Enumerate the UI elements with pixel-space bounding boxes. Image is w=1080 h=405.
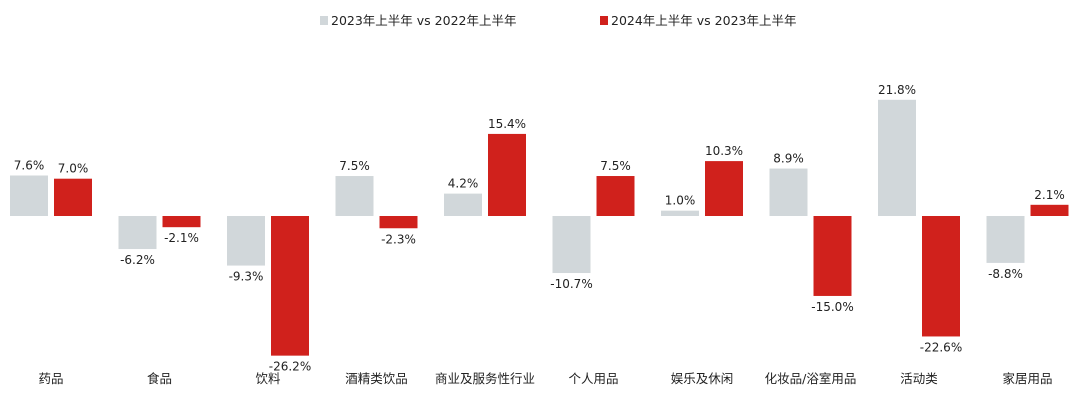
data-label-series-1-cat-2: -9.3%	[229, 270, 264, 284]
data-label-series-2-cat-2: -26.2%	[269, 360, 311, 374]
bar-series-2-cat-9	[1030, 204, 1069, 216]
data-label-series-2-cat-7: -15.0%	[811, 300, 853, 314]
data-label-series-1-cat-5: -10.7%	[550, 277, 592, 291]
data-label-series-1-cat-3: 7.5%	[339, 159, 370, 173]
legend-swatch-series-2	[600, 16, 608, 25]
bar-series-1-cat-1	[118, 216, 157, 250]
category-label-9: 家居用品	[1002, 371, 1052, 386]
data-label-series-2-cat-8: -22.6%	[920, 340, 962, 354]
chart-legend: 2023年上半年 vs 2022年上半年 2024年上半年 vs 2023年上半…	[320, 13, 796, 28]
bar-series-1-cat-2	[227, 216, 265, 266]
data-label-series-2-cat-9: 2.1%	[1034, 188, 1065, 202]
bar-series-1-cat-4	[444, 193, 482, 216]
bar-series-1-cat-5	[552, 216, 591, 274]
bar-series-1-cat-9	[986, 216, 1025, 263]
data-label-series-1-cat-0: 7.6%	[14, 158, 45, 172]
bar-series-1-cat-7	[769, 168, 808, 216]
data-label-series-1-cat-1: -6.2%	[120, 253, 155, 267]
bar-series-1-cat-0	[10, 175, 48, 216]
bar-series-2-cat-2	[271, 216, 309, 356]
data-label-series-2-cat-3: -2.3%	[381, 232, 416, 246]
data-label-series-2-cat-1: -2.1%	[164, 231, 199, 245]
bar-series-2-cat-1	[162, 216, 201, 228]
data-label-series-1-cat-9: -8.8%	[988, 267, 1023, 281]
data-label-series-1-cat-8: 21.8%	[878, 83, 916, 97]
value-labels: 7.6% 7.0% -6.2% -2.1% -9.3% -26.2% 7.5% -2.3% 4.…	[14, 83, 1065, 374]
data-label-series-2-cat-0: 7.0%	[58, 162, 89, 176]
data-label-series-2-cat-5: 7.5%	[600, 159, 631, 173]
category-label-4: 商业及服务性行业	[435, 371, 535, 386]
bar-series-2-cat-7	[813, 216, 852, 296]
category-label-3: 酒精类饮品	[345, 371, 408, 386]
category-label-8: 活动类	[900, 371, 938, 386]
category-labels: 药品 食品 饮料 酒精类饮品 商业及服务性行业 个人用品 娱乐及休闲 化妆品/浴室用品 活动类 家…	[38, 371, 1052, 386]
category-label-0: 药品	[38, 371, 63, 386]
category-label-7: 化妆品/浴室用品	[765, 371, 857, 386]
data-label-series-1-cat-4: 4.2%	[448, 177, 479, 191]
bar-series-2-cat-8	[922, 216, 960, 337]
bar-series-2-cat-4	[488, 133, 526, 216]
bar-series-2-cat-3	[379, 216, 418, 229]
category-label-5: 个人用品	[568, 371, 618, 386]
legend-label-series-2: 2024年上半年 vs 2023年上半年	[611, 13, 796, 28]
category-label-2: 饮料	[255, 371, 281, 386]
legend-swatch-series-1	[320, 16, 328, 25]
bar-series-2-cat-5	[596, 176, 635, 216]
bar-series-2-cat-0	[54, 178, 92, 216]
data-label-series-2-cat-4: 15.4%	[488, 117, 526, 131]
data-label-series-2-cat-6: 10.3%	[705, 144, 743, 158]
category-label-1: 食品	[147, 371, 172, 386]
bar-series-1-cat-3	[335, 176, 374, 216]
bar-series-2-cat-6	[705, 161, 743, 216]
category-label-6: 娱乐及休闲	[671, 371, 734, 386]
data-label-series-1-cat-7: 8.9%	[773, 152, 804, 166]
bar-series-1-cat-8	[878, 99, 916, 216]
bar-group	[10, 99, 1069, 356]
data-label-series-1-cat-6: 1.0%	[665, 194, 696, 208]
legend-label-series-1: 2023年上半年 vs 2022年上半年	[331, 13, 516, 28]
bar-series-1-cat-6	[661, 210, 699, 216]
